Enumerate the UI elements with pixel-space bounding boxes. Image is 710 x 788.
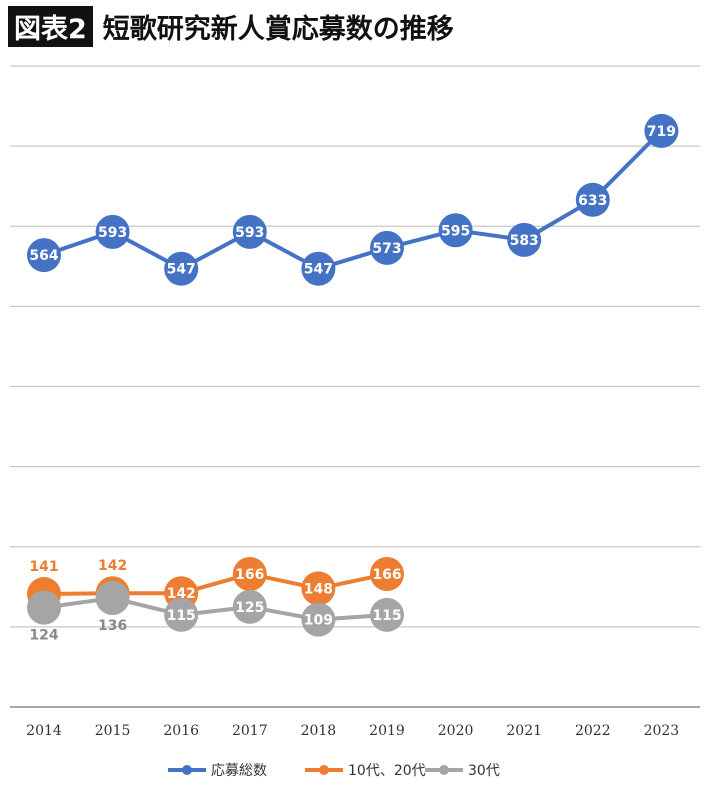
data-point: [27, 238, 61, 273]
legend-marker: [182, 765, 192, 775]
data-label: 166: [235, 567, 264, 583]
data-label: 583: [510, 233, 539, 249]
x-tick-label: 2021: [506, 723, 542, 739]
data-label: 142: [98, 558, 127, 574]
data-label: 148: [304, 581, 333, 597]
data-label: 593: [235, 225, 264, 241]
x-tick-label: 2020: [438, 723, 474, 739]
legend-marker: [319, 765, 329, 775]
series-line: [43, 129, 663, 271]
data-point: [438, 213, 473, 248]
data-point: [370, 556, 404, 591]
legend-label: 30代: [468, 763, 500, 779]
x-tick-label: 2014: [26, 723, 62, 739]
x-tick-label: 2019: [369, 723, 405, 739]
data-point: [232, 556, 267, 591]
data-label: 136: [98, 618, 127, 634]
figure-badge: 図表2: [8, 6, 93, 47]
data-label: 125: [235, 600, 264, 616]
data-point: [301, 571, 336, 606]
data-point: [27, 590, 61, 625]
data-label: 633: [578, 193, 607, 209]
data-point: [644, 113, 679, 148]
data-point: [232, 589, 267, 624]
data-label: 595: [441, 223, 470, 239]
data-label: 547: [167, 262, 196, 278]
legend-label: 10代、20代: [348, 763, 426, 779]
data-point: [164, 597, 199, 632]
x-tick-label: 2023: [644, 723, 680, 739]
x-tick-label: 2017: [232, 723, 268, 739]
data-label: 564: [29, 248, 58, 264]
data-point: [301, 251, 336, 286]
data-label: 109: [304, 613, 333, 629]
data-point: [301, 602, 336, 637]
legend-label: 応募総数: [211, 763, 267, 779]
data-label: 124: [29, 628, 58, 644]
legend-marker: [439, 765, 449, 775]
data-label: 115: [372, 608, 401, 624]
data-label: 166: [372, 567, 401, 583]
data-label: 593: [98, 225, 127, 241]
data-point: [575, 182, 610, 217]
data-point: [232, 214, 267, 249]
data-label: 142: [167, 586, 196, 602]
x-tick-label: 2015: [95, 723, 131, 739]
data-point: [370, 597, 404, 632]
data-label: 547: [304, 262, 333, 278]
data-label: 573: [372, 241, 401, 257]
chart-title: 図表2 短歌研究新人賞応募数の推移: [8, 6, 454, 47]
data-label: 141: [29, 559, 58, 575]
data-point: [95, 214, 130, 249]
data-point: [370, 230, 404, 265]
data-label: 719: [647, 124, 676, 140]
data-point: [164, 251, 199, 286]
series-line: [43, 571, 388, 597]
series-line: [43, 595, 388, 622]
title-text: 短歌研究新人賞応募数の推移: [102, 14, 454, 45]
x-tick-label: 2018: [301, 723, 337, 739]
data-point: [507, 222, 542, 257]
data-point: [95, 581, 130, 616]
x-tick-label: 2016: [163, 723, 199, 739]
data-label: 115: [167, 608, 196, 624]
x-tick-label: 2022: [575, 723, 611, 739]
